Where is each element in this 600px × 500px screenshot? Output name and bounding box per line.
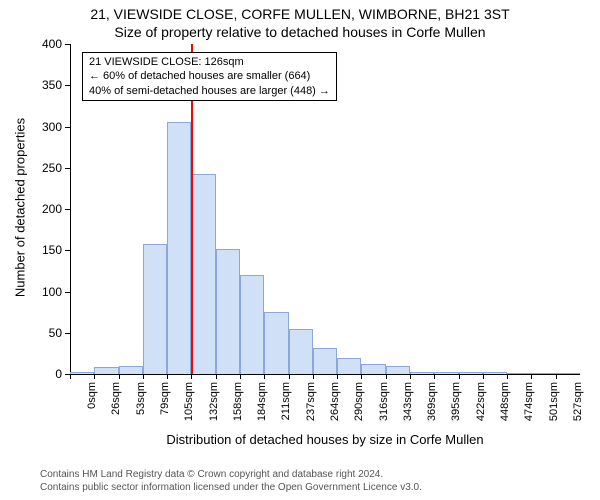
histogram-bar: [531, 373, 555, 374]
y-axis-label: Number of detached properties: [13, 118, 28, 298]
x-axis-line: [70, 374, 580, 375]
y-tick-mark: [65, 168, 70, 169]
x-tick-mark: [94, 374, 95, 379]
x-tick-mark: [264, 374, 265, 379]
y-tick-label: 250: [42, 161, 62, 175]
x-tick-mark: [240, 374, 241, 379]
x-tick-mark: [434, 374, 435, 379]
histogram-bar: [216, 249, 240, 374]
histogram-bar: [119, 366, 143, 374]
y-tick-mark: [65, 127, 70, 128]
x-tick-mark: [483, 374, 484, 379]
histogram-bar: [434, 372, 458, 374]
histogram-bar: [337, 358, 361, 375]
histogram-bar: [167, 122, 191, 374]
y-tick-mark: [65, 292, 70, 293]
annotation-line: ← 60% of detached houses are smaller (66…: [89, 69, 330, 83]
annotation-line: 21 VIEWSIDE CLOSE: 126sqm: [89, 55, 330, 69]
x-tick-mark: [531, 374, 532, 379]
y-tick-label: 300: [42, 120, 62, 134]
x-tick-mark: [70, 374, 71, 379]
y-tick-mark: [65, 85, 70, 86]
histogram-bar: [70, 372, 94, 374]
y-tick-label: 50: [49, 326, 62, 340]
annotation-line: 40% of semi-detached houses are larger (…: [89, 84, 330, 98]
x-tick-mark: [337, 374, 338, 379]
histogram-bar: [361, 364, 385, 374]
histogram-bar: [313, 348, 337, 374]
y-tick-label: 100: [42, 285, 62, 299]
y-tick-label: 400: [42, 37, 62, 51]
y-tick-label: 200: [42, 202, 62, 216]
chart-container: 21, VIEWSIDE CLOSE, CORFE MULLEN, WIMBOR…: [0, 0, 600, 500]
y-tick-mark: [65, 250, 70, 251]
y-tick-label: 150: [42, 243, 62, 257]
x-tick-mark: [459, 374, 460, 379]
histogram-bar: [410, 372, 434, 374]
histogram-bar: [459, 372, 483, 374]
histogram-bar: [556, 373, 580, 374]
y-tick-mark: [65, 209, 70, 210]
footer-attribution: Contains HM Land Registry data © Crown c…: [40, 468, 422, 494]
x-tick-mark: [507, 374, 508, 379]
footer-line: Contains public sector information licen…: [40, 481, 422, 494]
annotation-box: 21 VIEWSIDE CLOSE: 126sqm ← 60% of detac…: [82, 52, 337, 101]
x-tick-mark: [167, 374, 168, 379]
histogram-bar: [386, 366, 410, 374]
x-tick-mark: [410, 374, 411, 379]
x-tick-mark: [556, 374, 557, 379]
histogram-bar: [143, 244, 167, 374]
x-tick-mark: [386, 374, 387, 379]
x-tick-mark: [216, 374, 217, 379]
chart-subtitle: Size of property relative to detached ho…: [0, 24, 600, 40]
y-tick-mark: [65, 333, 70, 334]
x-tick-mark: [289, 374, 290, 379]
y-tick-label: 0: [55, 367, 62, 381]
x-axis-label: Distribution of detached houses by size …: [70, 432, 580, 447]
x-tick-mark: [119, 374, 120, 379]
footer-line: Contains HM Land Registry data © Crown c…: [40, 468, 422, 481]
x-tick-mark: [361, 374, 362, 379]
y-tick-label: 350: [42, 78, 62, 92]
histogram-bar: [264, 312, 288, 374]
address-title: 21, VIEWSIDE CLOSE, CORFE MULLEN, WIMBOR…: [0, 6, 600, 22]
histogram-bar: [240, 275, 264, 374]
y-axis-line: [70, 44, 71, 374]
x-tick-mark: [313, 374, 314, 379]
histogram-bar: [483, 372, 507, 374]
histogram-bar: [94, 367, 118, 374]
x-tick-mark: [143, 374, 144, 379]
y-tick-mark: [65, 44, 70, 45]
x-tick-mark: [191, 374, 192, 379]
histogram-bar: [507, 373, 531, 374]
histogram-bar: [289, 329, 313, 374]
histogram-bar: [191, 174, 215, 374]
